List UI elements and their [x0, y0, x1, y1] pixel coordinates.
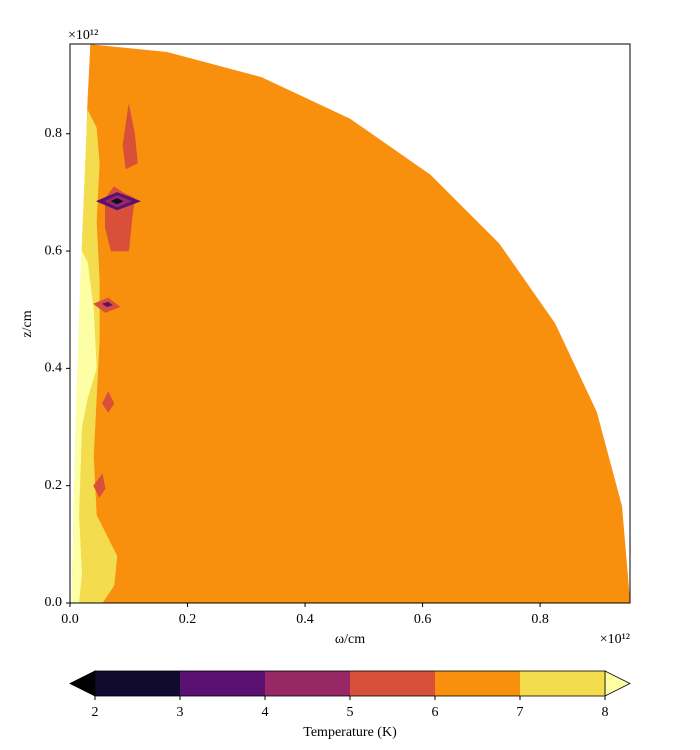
colorbar-band [95, 671, 180, 696]
contour-region [71, 250, 97, 604]
x-tick-label: 0.2 [179, 612, 197, 627]
y-tick-label: 0.8 [45, 126, 63, 141]
x-tick-label: 0.0 [61, 612, 79, 627]
contour-region [122, 104, 138, 170]
x-tick-label: 0.6 [414, 612, 432, 627]
colorbar-over [604, 670, 631, 697]
contour-region [72, 44, 631, 604]
x-tick-label: 0.8 [531, 612, 549, 627]
x-tick-label: 0.4 [296, 612, 314, 627]
colorbar-tick-label: 8 [602, 705, 609, 720]
x-axis-label: ω/cm [335, 632, 365, 647]
plot-frame [69, 43, 631, 604]
colorbar-band [435, 671, 520, 696]
contour-region [110, 197, 124, 205]
y-tick-label: 0.0 [45, 595, 63, 610]
colorbar-band [180, 671, 265, 696]
colorbar-band [265, 671, 350, 696]
y-tick-label: 0.4 [45, 361, 63, 376]
contour-region [102, 391, 115, 413]
colorbar-tick-label: 4 [262, 705, 269, 720]
colorbar-tick-label: 3 [177, 705, 184, 720]
x-offset-label: ×10¹² [600, 632, 630, 647]
y-axis-label: z/cm [20, 310, 35, 337]
colorbar-under [69, 670, 96, 697]
colorbar-band [350, 671, 435, 696]
colorbar-tick-label: 6 [432, 705, 439, 720]
contour-region [101, 301, 113, 308]
contour-region [93, 473, 106, 498]
colorbar-tick-label: 5 [347, 705, 354, 720]
colorbar-band [520, 671, 605, 696]
colorbar-label: Temperature (K) [303, 725, 397, 740]
y-tick-label: 0.6 [45, 243, 63, 258]
colorbar-tick-label: 7 [517, 705, 524, 720]
colorbar-tick-label: 2 [92, 705, 99, 720]
y-tick-label: 0.2 [45, 478, 63, 493]
y-offset-label: ×10¹² [68, 28, 98, 43]
